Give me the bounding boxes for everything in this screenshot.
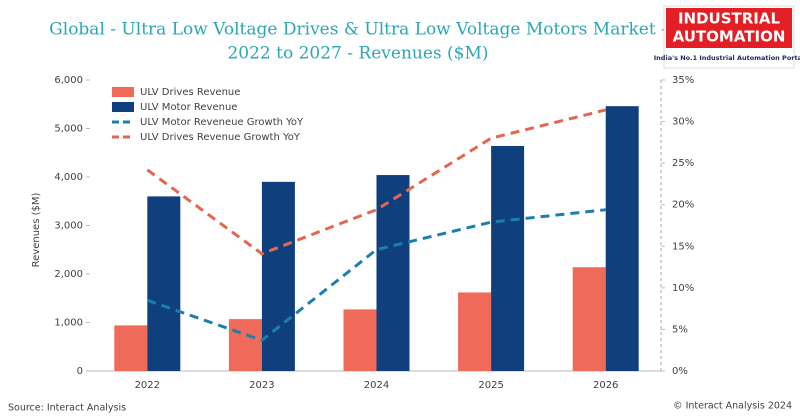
y-tick-label: 6,000 xyxy=(54,75,83,86)
bar xyxy=(343,309,377,371)
bar xyxy=(458,292,492,371)
bar xyxy=(376,175,410,371)
bar xyxy=(572,267,606,371)
y2-tick-label: 15% xyxy=(672,241,694,252)
growth-line xyxy=(146,208,606,342)
bar xyxy=(147,196,181,371)
bar xyxy=(114,325,148,371)
y-tick-label: 1,000 xyxy=(54,318,83,329)
y-tick-label: 0 xyxy=(77,366,83,377)
legend-swatch xyxy=(112,87,134,97)
legend-label: ULV Motor Revenue xyxy=(140,102,237,113)
x-tick-label: 2025 xyxy=(478,380,503,391)
chart-subtitle: 2022 to 2027 - Revenues ($M) xyxy=(227,44,488,64)
logo-line1: INDUSTRIAL xyxy=(678,10,781,28)
y2-tick-label: 5% xyxy=(672,324,688,335)
y-tick-label: 2,000 xyxy=(54,269,83,280)
bar xyxy=(228,319,262,371)
bar xyxy=(261,181,295,371)
x-tick-label: 2024 xyxy=(364,380,389,391)
logo-line2: AUTOMATION xyxy=(673,28,786,46)
chart-title: Global - Ultra Low Voltage Drives & Ultr… xyxy=(49,20,667,40)
y2-tick-label: 20% xyxy=(672,200,694,211)
x-tick-label: 2023 xyxy=(249,380,274,391)
y2-tick-label: 35% xyxy=(672,75,694,86)
y-axis-label: Revenues ($M) xyxy=(31,193,42,268)
legend-label: ULV Drives Revenue xyxy=(140,87,240,98)
y-tick-label: 4,000 xyxy=(54,172,83,183)
y2-tick-label: 30% xyxy=(672,117,694,128)
logo: INDUSTRIAL AUTOMATION India's No.1 Indus… xyxy=(654,5,800,69)
bar xyxy=(491,145,525,371)
growth-line xyxy=(146,108,607,256)
logo-band xyxy=(666,8,792,48)
y-tick-label: 5,000 xyxy=(54,124,83,135)
y-tick-label: 3,000 xyxy=(54,221,83,232)
source: Source: Interact Analysis xyxy=(8,403,126,414)
y2-tick-label: 0% xyxy=(672,366,688,377)
logo-tagline: India's No.1 Industrial Automation Porta… xyxy=(654,54,800,62)
y2-tick-label: 25% xyxy=(672,158,694,169)
y2-tick-label: 10% xyxy=(672,283,694,294)
x-tick-label: 2022 xyxy=(135,380,160,391)
copyright: © Interact Analysis 2024 xyxy=(673,401,792,412)
legend-swatch xyxy=(112,102,134,112)
legend-label: ULV Drives Revenue Growth YoY xyxy=(140,132,301,143)
legend-label: ULV Motor Reveneue Growth YoY xyxy=(140,117,304,128)
bar xyxy=(605,106,639,371)
x-tick-label: 2026 xyxy=(593,380,618,391)
